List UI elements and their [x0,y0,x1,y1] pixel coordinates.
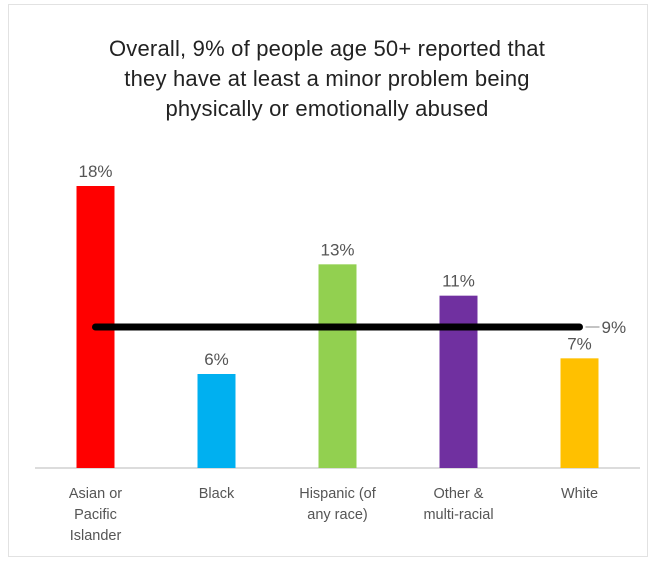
category-label-line: Islander [69,528,122,544]
category-label-line: Black [198,486,235,502]
reference-line-label: 9% [602,318,627,337]
chart-title: Overall, 9% of people age 50+ reported t… [0,34,654,124]
category-label-line: multi-racial [423,507,494,523]
category-label-line: Hispanic (of [299,486,376,502]
category-label-line: Other & [433,486,484,502]
category-label-line: any race) [307,507,368,523]
data-label: 18% [78,162,112,181]
bar [318,264,357,468]
bar [560,358,599,468]
category-label-line: Asian or [68,486,123,502]
category-label: Asian or Pacific Islander [36,484,156,547]
data-label: 11% [442,272,475,291]
data-label: 6% [204,350,229,369]
category-label: Hispanic (of any race) [278,484,398,526]
category-label: Black [157,484,277,505]
data-label: 7% [567,334,592,353]
category-label-line: Pacific [74,507,117,523]
chart-title-line: they have at least a minor problem being [124,66,530,91]
chart-title-line: physically or emotionally abused [165,96,489,121]
category-label-line: White [560,486,599,502]
category-label: Other & multi-racial [399,484,519,526]
data-label: 13% [320,240,354,259]
bar [197,374,236,468]
category-label: White [520,484,640,505]
chart-title-line: Overall, 9% of people age 50+ reported t… [108,36,546,61]
bar [439,295,478,468]
